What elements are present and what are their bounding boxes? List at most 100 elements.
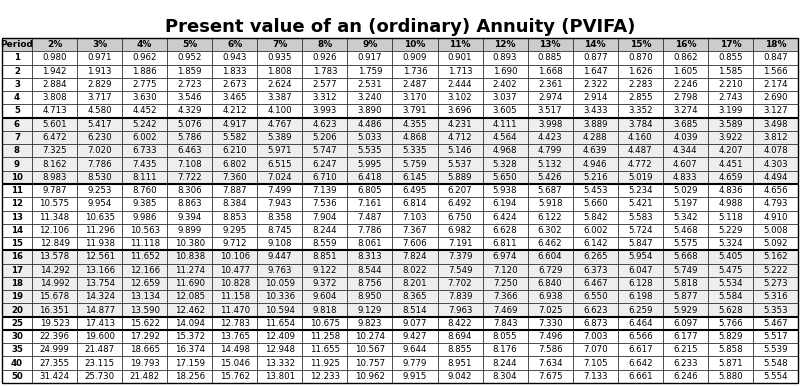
Bar [347,38,393,51]
Text: 12.166: 12.166 [130,266,160,275]
Text: 23.115: 23.115 [85,359,114,367]
Text: 6.938: 6.938 [538,292,562,301]
Text: 9.604: 9.604 [313,292,337,301]
Text: 7.549: 7.549 [448,266,472,275]
Bar [573,144,618,157]
Bar [573,197,618,210]
Text: 1: 1 [14,53,20,63]
Bar [258,131,302,144]
Bar [663,303,708,317]
Bar [573,317,618,330]
Bar [753,51,798,64]
Bar [663,330,708,343]
Text: 8.022: 8.022 [402,266,427,275]
Text: 1.759: 1.759 [358,67,382,76]
Text: 3.102: 3.102 [448,93,472,102]
Text: 8.365: 8.365 [402,292,427,301]
Text: 5.971: 5.971 [267,146,292,155]
Bar [258,356,302,370]
Text: 6.177: 6.177 [673,332,698,341]
Text: 21.487: 21.487 [85,345,114,354]
Text: 6.002: 6.002 [132,133,157,142]
Text: 10.106: 10.106 [220,252,250,261]
Bar [438,356,482,370]
Text: 10.477: 10.477 [220,266,250,275]
Text: 7%: 7% [272,40,287,49]
Text: 5.818: 5.818 [673,279,698,288]
Text: 3.546: 3.546 [178,93,202,102]
Bar [753,330,798,343]
Text: 5.342: 5.342 [673,213,698,222]
Text: 11%: 11% [450,40,471,49]
Bar [663,64,708,78]
Text: 9.787: 9.787 [42,186,66,195]
Text: 0.909: 0.909 [403,53,427,63]
Bar [122,131,167,144]
Bar [618,343,663,356]
Text: 2.444: 2.444 [448,80,472,89]
Text: 2.210: 2.210 [718,80,742,89]
Bar [708,78,753,91]
Bar [258,303,302,317]
Text: 4.836: 4.836 [718,186,742,195]
Bar [393,51,438,64]
Text: 6.566: 6.566 [628,332,653,341]
Text: 7.702: 7.702 [448,279,472,288]
Bar [122,78,167,91]
Text: 8.530: 8.530 [87,173,112,182]
Bar [708,38,753,51]
Text: 5.324: 5.324 [718,239,742,248]
Text: 5.628: 5.628 [718,306,742,315]
Text: 10: 10 [11,173,23,182]
Bar [393,290,438,303]
Bar [708,184,753,197]
Text: 4.793: 4.793 [763,199,788,208]
Bar [122,210,167,224]
Bar [212,144,258,157]
Text: 4.833: 4.833 [673,173,698,182]
Bar [32,197,77,210]
Bar [393,171,438,184]
Bar [753,277,798,290]
Text: 2.322: 2.322 [583,80,607,89]
Bar [618,118,663,131]
Text: 4.946: 4.946 [583,159,607,169]
Bar [258,51,302,64]
Bar [167,104,212,118]
Text: 4.639: 4.639 [583,146,607,155]
Text: 13.578: 13.578 [39,252,70,261]
Text: 8.304: 8.304 [493,372,518,381]
Bar [167,224,212,237]
Text: 3.387: 3.387 [267,93,292,102]
Bar [32,38,77,51]
Text: 7.139: 7.139 [313,186,337,195]
Text: 7.536: 7.536 [313,199,337,208]
Bar [663,184,708,197]
Bar [438,64,482,78]
Text: 7.325: 7.325 [42,146,67,155]
Bar [258,343,302,356]
Text: 18.256: 18.256 [174,372,205,381]
Text: 10.380: 10.380 [174,239,205,248]
Text: 11.652: 11.652 [130,252,160,261]
Text: 14.324: 14.324 [85,292,114,301]
Text: 12.462: 12.462 [174,306,205,315]
Bar [77,250,122,264]
Text: 4.799: 4.799 [538,146,562,155]
Bar [528,237,573,250]
Bar [347,237,393,250]
Text: 6.128: 6.128 [628,279,653,288]
Bar [2,210,32,224]
Text: 8.061: 8.061 [358,239,382,248]
Text: 4.988: 4.988 [718,199,742,208]
Bar [482,290,528,303]
Bar [2,157,32,171]
Bar [753,171,798,184]
Text: 4.917: 4.917 [222,120,247,129]
Bar [212,237,258,250]
Bar [258,277,302,290]
Bar [2,184,32,197]
Text: 35: 35 [11,345,23,354]
Bar [77,51,122,64]
Bar [528,78,573,91]
